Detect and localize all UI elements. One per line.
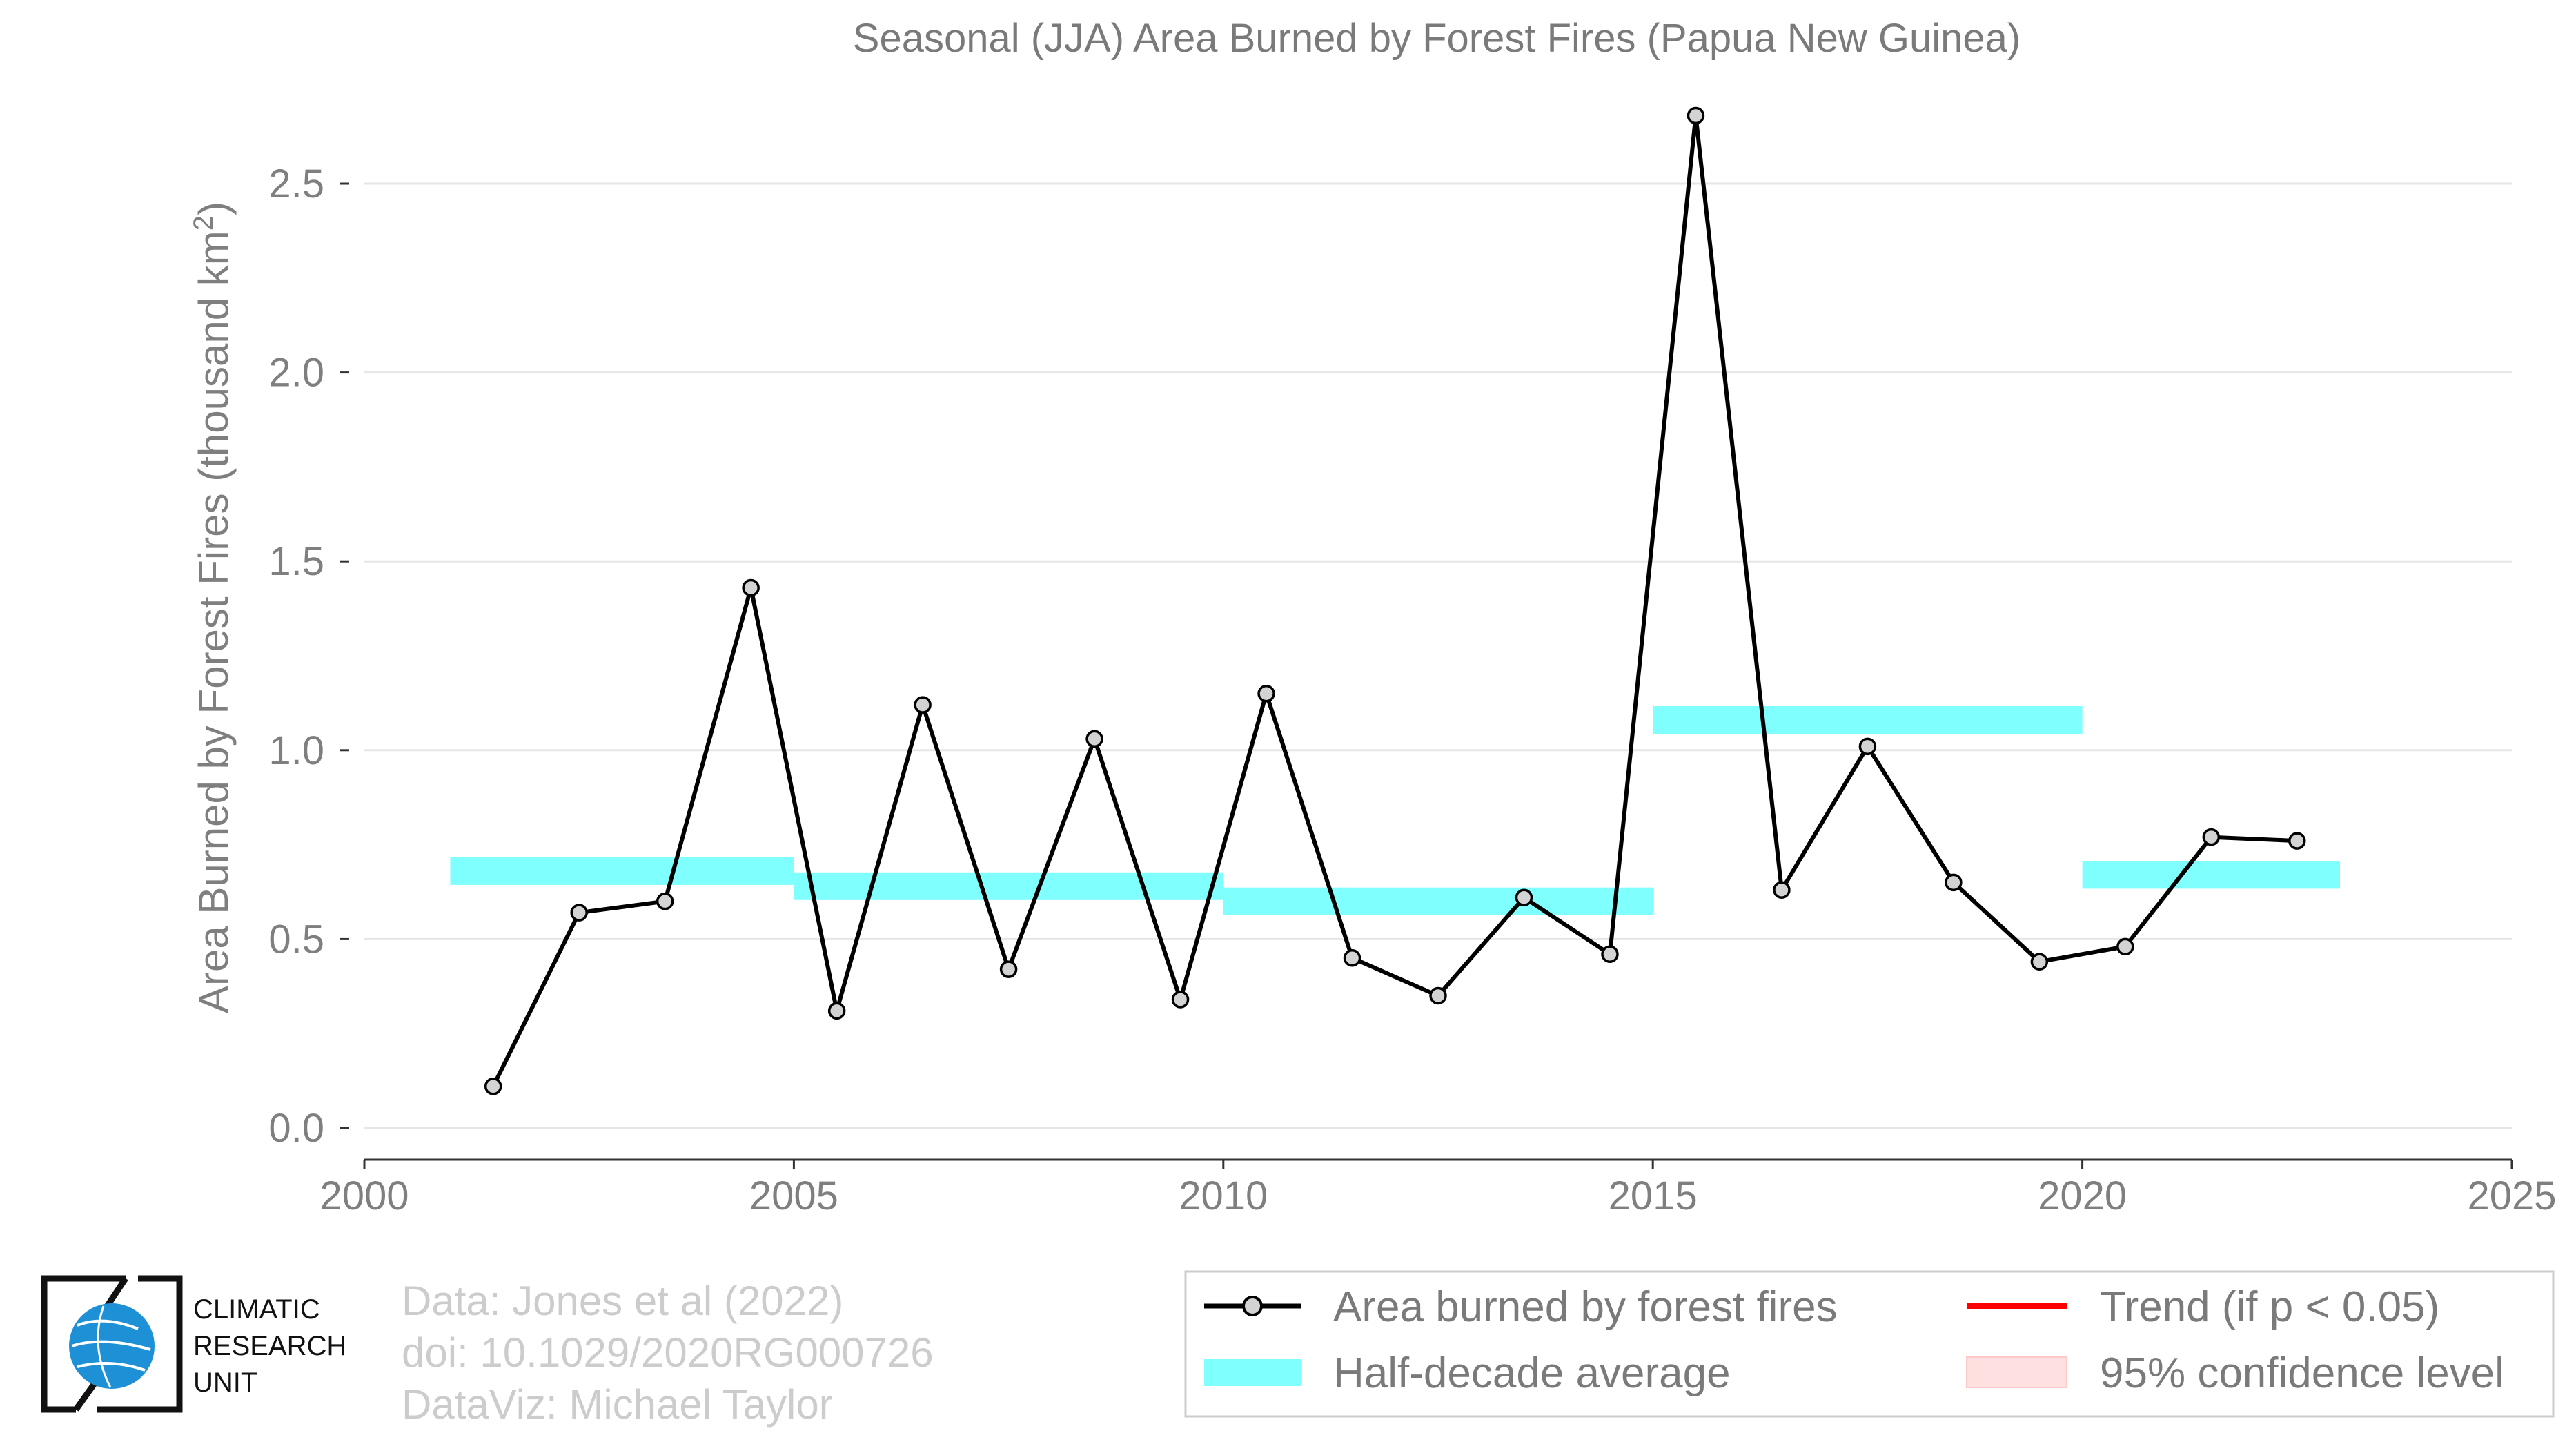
- chart-title: Seasonal (JJA) Area Burned by Forest Fir…: [853, 16, 2021, 61]
- logo-bracket-left: [41, 1275, 126, 1413]
- logo-line-2: RESEARCH: [193, 1331, 346, 1361]
- half-decade-bar-0: [450, 857, 794, 885]
- data-point-7: [1085, 730, 1103, 748]
- credit-doi: doi: 10.1029/2020RG000726: [402, 1330, 934, 1376]
- legend-label-trend: Trend (if p < 0.05): [2100, 1283, 2439, 1331]
- data-point-6: [999, 960, 1018, 978]
- y-tick-label-0: 0.0: [268, 1106, 324, 1151]
- data-point-4: [827, 1002, 846, 1020]
- x-tick-label-4: 2020: [2038, 1174, 2127, 1218]
- data-point-19: [2116, 937, 2134, 956]
- data-point-5: [914, 696, 932, 714]
- series-line-area-burned: [491, 113, 2297, 1088]
- logo-line-1: CLIMATIC: [193, 1294, 320, 1325]
- data-point-11: [1429, 986, 1447, 1005]
- logo-slash-bottom: [73, 1379, 99, 1412]
- legend-confidence-swatch: [1966, 1356, 2067, 1388]
- cru-logo: CLIMATIC RESEARCH UNIT: [41, 1275, 346, 1413]
- y-axis-label: Area Burned by Forest Fires (thousand km…: [188, 202, 237, 1013]
- legend-label-area-burned: Area burned by forest fires: [1333, 1283, 1838, 1331]
- data-points: [484, 106, 2306, 1095]
- x-tick-label-0: 2000: [319, 1174, 409, 1218]
- data-point-13: [1601, 945, 1619, 964]
- y-axis-ticks: 0.0 0.5 1.0 1.5 2.0 2.5: [268, 162, 349, 1151]
- x-tick-label-3: 2015: [1609, 1174, 1698, 1218]
- data-point-9: [1257, 684, 1275, 703]
- legend-half-decade-swatch: [1204, 1359, 1301, 1386]
- y-axis-label-superscript: 2: [188, 215, 219, 231]
- half-decade-averages: [450, 706, 2341, 915]
- y-tick-label-2: 1.0: [268, 728, 324, 773]
- data-point-18: [2030, 953, 2049, 971]
- logo-bracket-right: [97, 1275, 183, 1413]
- y-tick-label-5: 2.5: [268, 162, 324, 206]
- data-point-14: [1687, 106, 1705, 125]
- data-point-1: [570, 904, 588, 922]
- data-point-8: [1171, 991, 1190, 1009]
- x-axis-ticks: 2000 2005 2010 2015 2020 2025: [319, 1160, 2557, 1218]
- legend-label-confidence: 95% confidence level: [2100, 1350, 2504, 1397]
- data-point-0: [484, 1078, 502, 1095]
- credit-dataviz: DataViz: Michael Taylor: [402, 1381, 833, 1428]
- x-tick-label-5: 2025: [2467, 1174, 2556, 1218]
- y-tick-label-1: 0.5: [268, 917, 324, 962]
- data-point-3: [742, 578, 760, 597]
- y-tick-label-4: 2.0: [268, 351, 324, 396]
- data-point-2: [656, 892, 674, 910]
- data-point-17: [1945, 873, 1963, 892]
- data-point-15: [1773, 881, 1791, 899]
- half-decade-bar-2: [1223, 887, 1653, 915]
- grid-lines: [364, 182, 2512, 1129]
- y-axis-label-suffix: ): [190, 202, 237, 215]
- half-decade-bar-1: [794, 872, 1223, 900]
- data-point-10: [1343, 949, 1361, 967]
- data-point-21: [2288, 832, 2306, 850]
- y-axis-label-main: Area Burned by Forest Fires (thousand km: [190, 231, 237, 1013]
- legend-label-half-decade: Half-decade average: [1333, 1350, 1731, 1397]
- half-decade-bar-4: [2082, 861, 2341, 889]
- data-point-20: [2202, 828, 2221, 846]
- y-tick-label-3: 1.5: [268, 539, 324, 584]
- legend-box: [1184, 1270, 2555, 1418]
- half-decade-bar-3: [1653, 706, 2083, 734]
- credit-data: Data: Jones et al (2022): [402, 1278, 843, 1324]
- x-tick-label-1: 2005: [749, 1174, 838, 1218]
- legend: Area burned by forest fires Trend (if p …: [1184, 1270, 2555, 1418]
- data-point-16: [1858, 737, 1877, 756]
- logo-line-3: UNIT: [193, 1367, 257, 1398]
- legend-marker-swatch: [1242, 1296, 1263, 1316]
- data-point-12: [1515, 888, 1533, 906]
- series-lines: [491, 113, 2297, 1088]
- globe-icon: [69, 1303, 155, 1389]
- x-tick-label-2: 2010: [1179, 1174, 1268, 1218]
